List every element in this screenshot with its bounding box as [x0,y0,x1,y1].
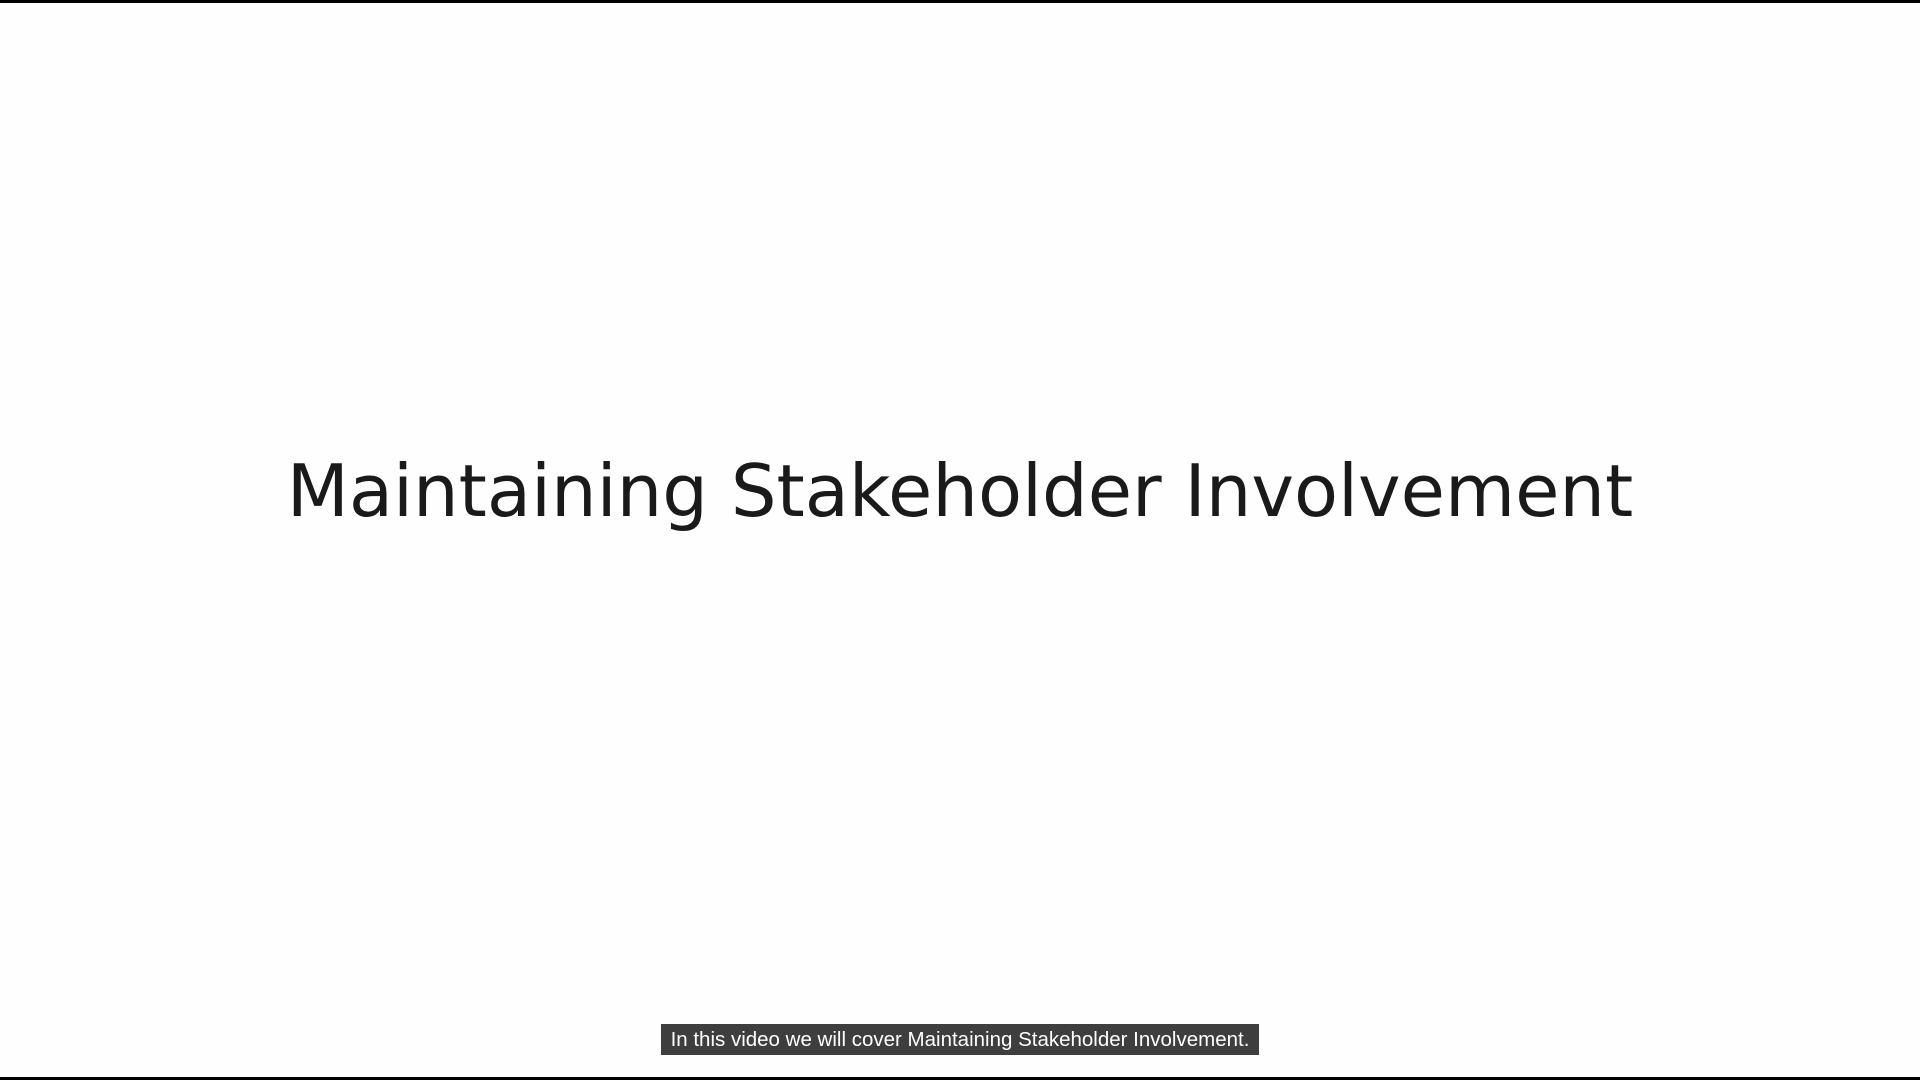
slide-title: Maintaining Stakeholder Involvement [286,449,1634,533]
caption-text: In this video we will cover Maintaining … [660,1024,1260,1055]
caption-container: In this video we will cover Maintaining … [0,1024,1920,1055]
video-frame[interactable]: Maintaining Stakeholder Involvement In t… [0,3,1920,1077]
